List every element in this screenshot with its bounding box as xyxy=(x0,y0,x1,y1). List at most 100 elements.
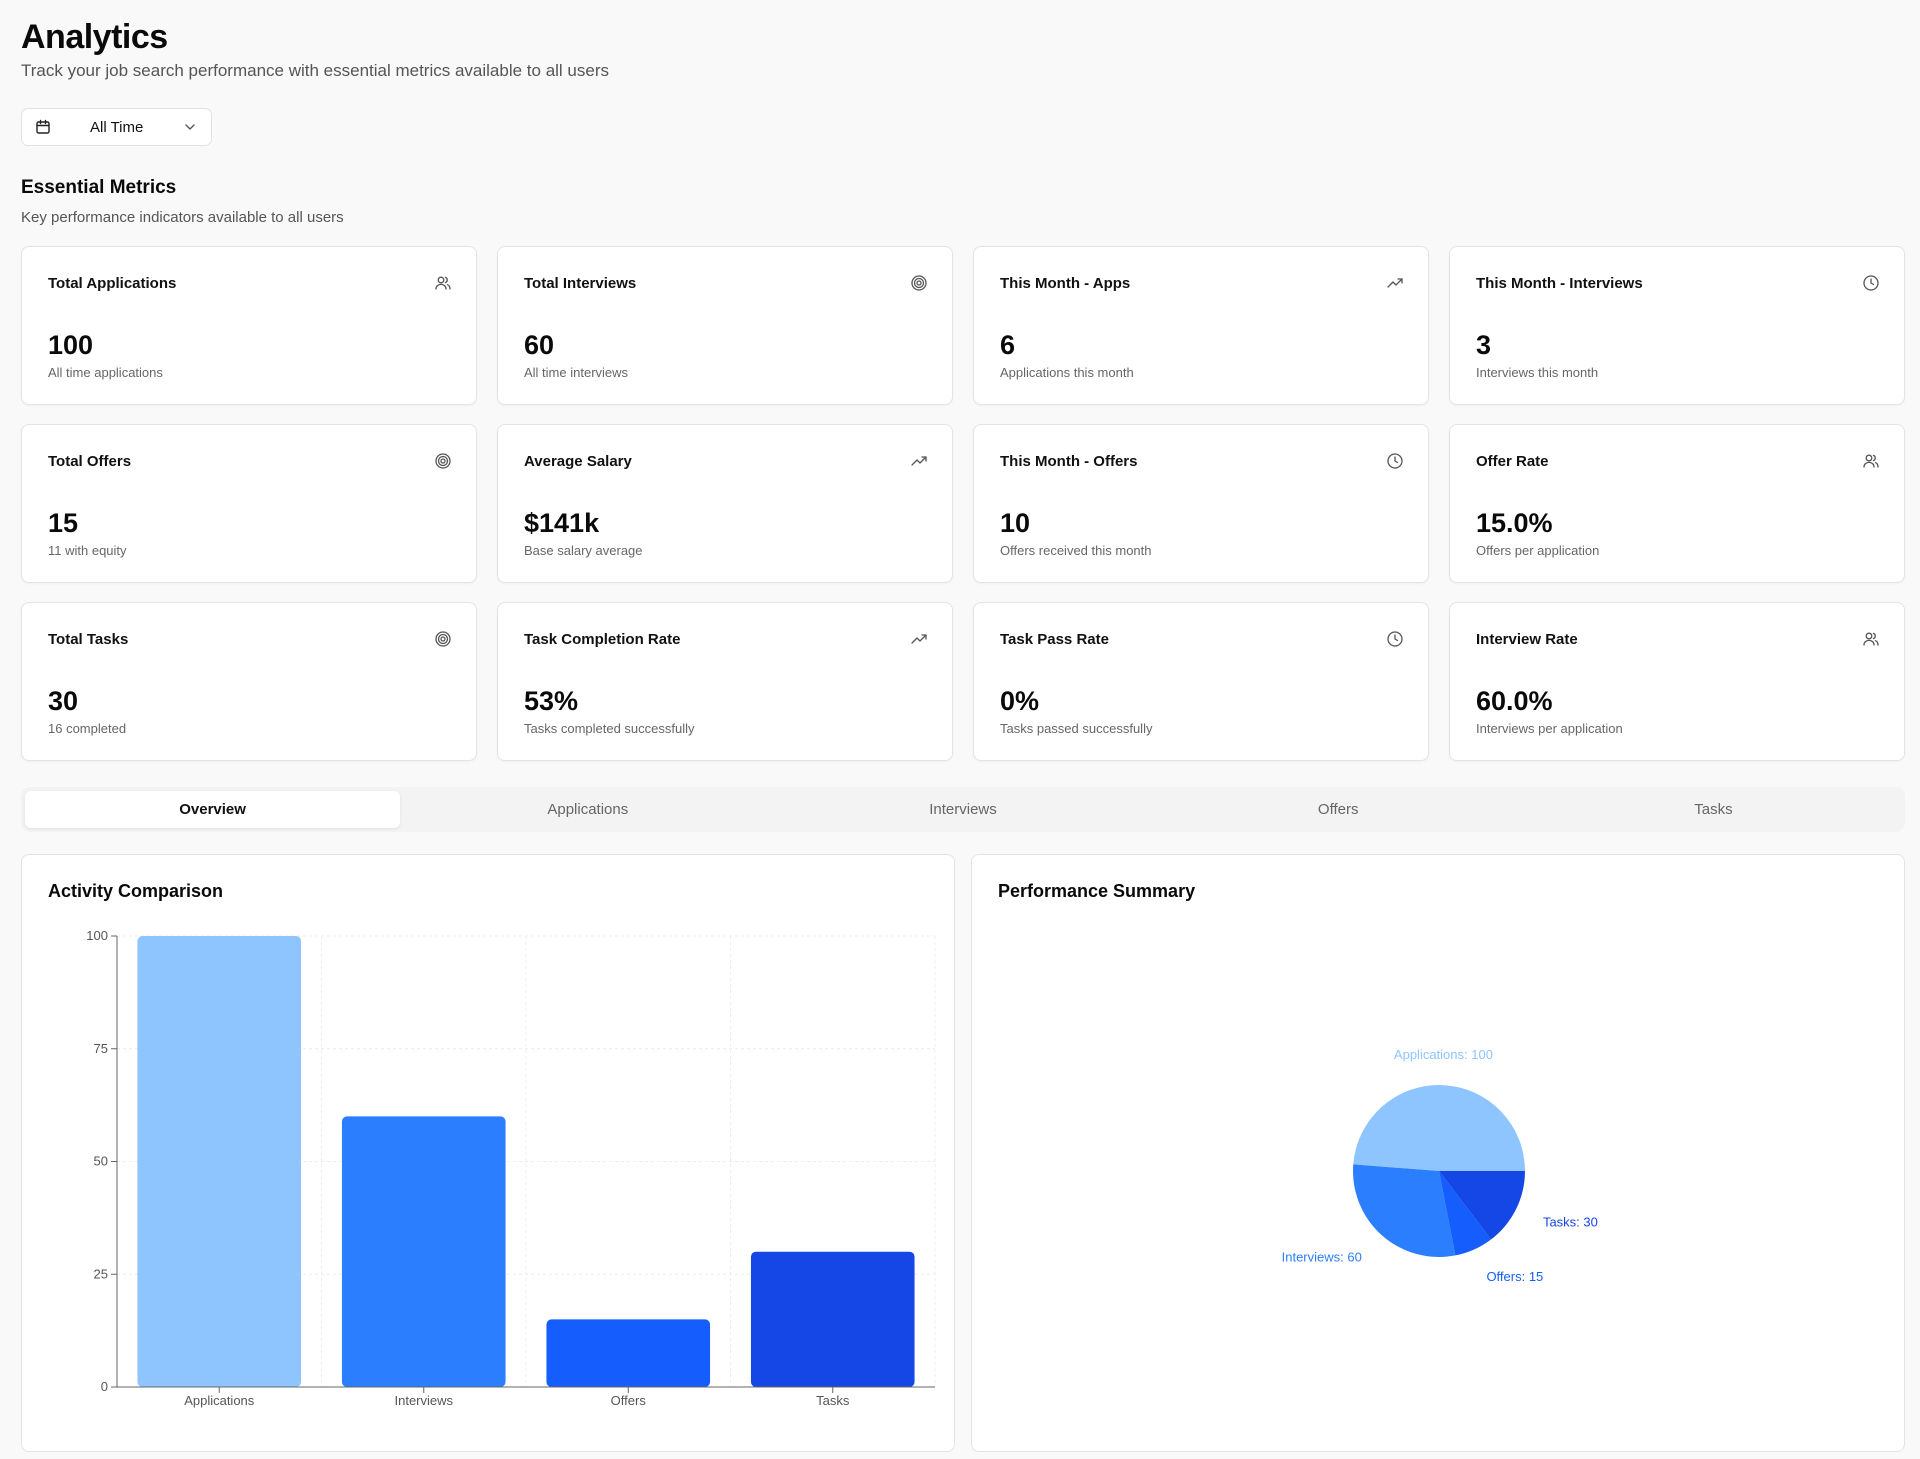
metric-title: Total Applications xyxy=(48,275,177,292)
metric-title: This Month - Offers xyxy=(1000,453,1138,470)
metric-value: 3 xyxy=(1476,330,1492,360)
metric-description: All time interviews xyxy=(524,365,629,380)
metric-value: 100 xyxy=(48,330,94,360)
x-tick-label: Applications xyxy=(184,1393,255,1408)
page-subtitle: Track your job search performance with e… xyxy=(21,61,610,80)
bar-offers xyxy=(546,1319,711,1387)
clock-icon xyxy=(1862,274,1880,292)
activity-comparison-title: Activity Comparison xyxy=(48,881,224,901)
metric-description: Offers received this month xyxy=(1000,543,1152,558)
x-tick-label: Interviews xyxy=(394,1393,453,1408)
metric-card: Total Offers 15 11 with equity xyxy=(21,424,477,583)
metric-card: This Month - Interviews 3 Interviews this … xyxy=(1449,246,1905,405)
metric-card: Task Pass Rate 0% Tasks passed successfull… xyxy=(973,602,1429,761)
performance-summary-title: Performance Summary xyxy=(998,881,1196,901)
metric-title: Total Interviews xyxy=(524,275,637,292)
metric-title: This Month - Apps xyxy=(1000,275,1131,292)
tab-offers[interactable]: Offers xyxy=(1317,801,1359,818)
pie-label: Applications: 100 xyxy=(1394,1047,1493,1062)
metric-title: Task Pass Rate xyxy=(1000,631,1109,648)
analytics-tabs: Overview Applications Interviews Offers Task… xyxy=(21,787,1905,832)
metric-value: 10 xyxy=(1000,508,1031,538)
metric-description: All time applications xyxy=(48,365,163,380)
metric-description: Interviews per application xyxy=(1476,721,1623,736)
y-tick-label: 75 xyxy=(94,1041,108,1056)
pie-label: Tasks: 30 xyxy=(1543,1214,1598,1229)
trending-up-icon xyxy=(910,630,928,648)
metric-title: Total Tasks xyxy=(48,631,129,648)
y-tick-label: 25 xyxy=(94,1266,108,1281)
metric-description: 11 with equity xyxy=(48,543,127,558)
tab-tasks[interactable]: Tasks xyxy=(1694,801,1733,818)
metric-card: Offer Rate 15.0% Offers per application xyxy=(1449,424,1905,583)
trending-up-icon xyxy=(910,452,928,470)
y-tick-label: 100 xyxy=(86,928,108,943)
y-tick-label: 0 xyxy=(101,1379,108,1394)
performance-pie-chart: Applications: 100 Interviews: 60 Offers: 1… xyxy=(1282,1047,1598,1284)
activity-bar-chart: 0 25 50 75 100 Applications Interviews Offers Ta… xyxy=(86,928,936,1408)
metric-value: 15 xyxy=(48,508,79,538)
x-tick-label: Tasks xyxy=(816,1393,850,1408)
y-tick-label: 50 xyxy=(94,1154,108,1169)
section-subtitle: Key performance indicators available to … xyxy=(21,209,344,226)
metric-card: Task Completion Rate 53% Tasks completed s… xyxy=(497,602,953,761)
metric-card: Total Interviews 60 All time interviews xyxy=(497,246,953,405)
trending-up-icon xyxy=(1386,274,1404,292)
metric-title: Total Offers xyxy=(48,453,132,470)
metric-title: Average Salary xyxy=(524,453,632,470)
target-icon xyxy=(910,274,928,292)
chevron-down-icon xyxy=(183,120,197,134)
tab-applications[interactable]: Applications xyxy=(547,801,629,818)
metric-value: 60 xyxy=(524,330,555,360)
metric-title: This Month - Interviews xyxy=(1476,275,1643,292)
metric-title: Interview Rate xyxy=(1476,631,1578,648)
section-title: Essential Metrics xyxy=(21,177,177,198)
metric-value: 60.0% xyxy=(1476,686,1553,716)
pie-label: Interviews: 60 xyxy=(1282,1250,1362,1265)
metric-card: Total Tasks 30 16 completed xyxy=(21,602,477,761)
tab-overview[interactable]: Overview xyxy=(25,791,401,828)
target-icon xyxy=(434,630,452,648)
metric-value: 15.0% xyxy=(1476,508,1553,538)
metric-value: 30 xyxy=(48,686,79,716)
pie-label: Offers: 15 xyxy=(1486,1269,1543,1284)
metric-value: 53% xyxy=(524,686,579,716)
clock-icon xyxy=(1386,630,1404,648)
metric-description: 16 completed xyxy=(48,721,127,736)
metric-description: Tasks passed successfully xyxy=(1000,721,1153,736)
metric-description: Applications this month xyxy=(1000,365,1134,380)
pie-slice-offers xyxy=(1439,1171,1492,1256)
metric-card: This Month - Offers 10 Offers received thi… xyxy=(973,424,1429,583)
metric-description: Offers per application xyxy=(1476,543,1600,558)
metric-card: This Month - Apps 6 Applications this mont… xyxy=(973,246,1429,405)
metric-value: 0% xyxy=(1000,686,1040,716)
metric-description: Base salary average xyxy=(524,543,643,558)
pie-slice-applications xyxy=(1353,1085,1525,1171)
metric-value: 6 xyxy=(1000,330,1016,360)
metric-card: Average Salary $141k Base salary average xyxy=(497,424,953,583)
x-tick-label: Offers xyxy=(611,1393,647,1408)
metric-description: Interviews this month xyxy=(1476,365,1599,380)
metric-card: Total Applications 100 All time applicatio… xyxy=(21,246,477,405)
metric-value: $141k xyxy=(524,508,600,538)
tab-interviews[interactable]: Interviews xyxy=(929,801,997,818)
users-icon xyxy=(434,274,452,292)
performance-summary-panel: Performance Summary Applications: 100 Int… xyxy=(971,854,1905,1452)
users-icon xyxy=(1862,452,1880,470)
bar-interviews xyxy=(341,1116,506,1387)
metric-description: Tasks completed successfully xyxy=(524,721,695,736)
calendar-icon xyxy=(35,119,51,135)
metric-title: Task Completion Rate xyxy=(524,631,681,648)
date-range-value: All Time xyxy=(90,118,144,136)
metric-title: Offer Rate xyxy=(1476,453,1549,470)
metric-card: Interview Rate 60.0% Interviews per applic… xyxy=(1449,602,1905,761)
pie-slice-interviews xyxy=(1353,1164,1456,1257)
pie-slice-tasks xyxy=(1439,1171,1525,1240)
users-icon xyxy=(1862,630,1880,648)
activity-comparison-panel: Activity Comparison 0 25 50 75 100 Applicatio… xyxy=(21,854,955,1452)
bar-tasks xyxy=(750,1251,915,1387)
bar-applications xyxy=(137,936,302,1387)
date-range-select[interactable]: All Time xyxy=(21,108,212,146)
clock-icon xyxy=(1386,452,1404,470)
